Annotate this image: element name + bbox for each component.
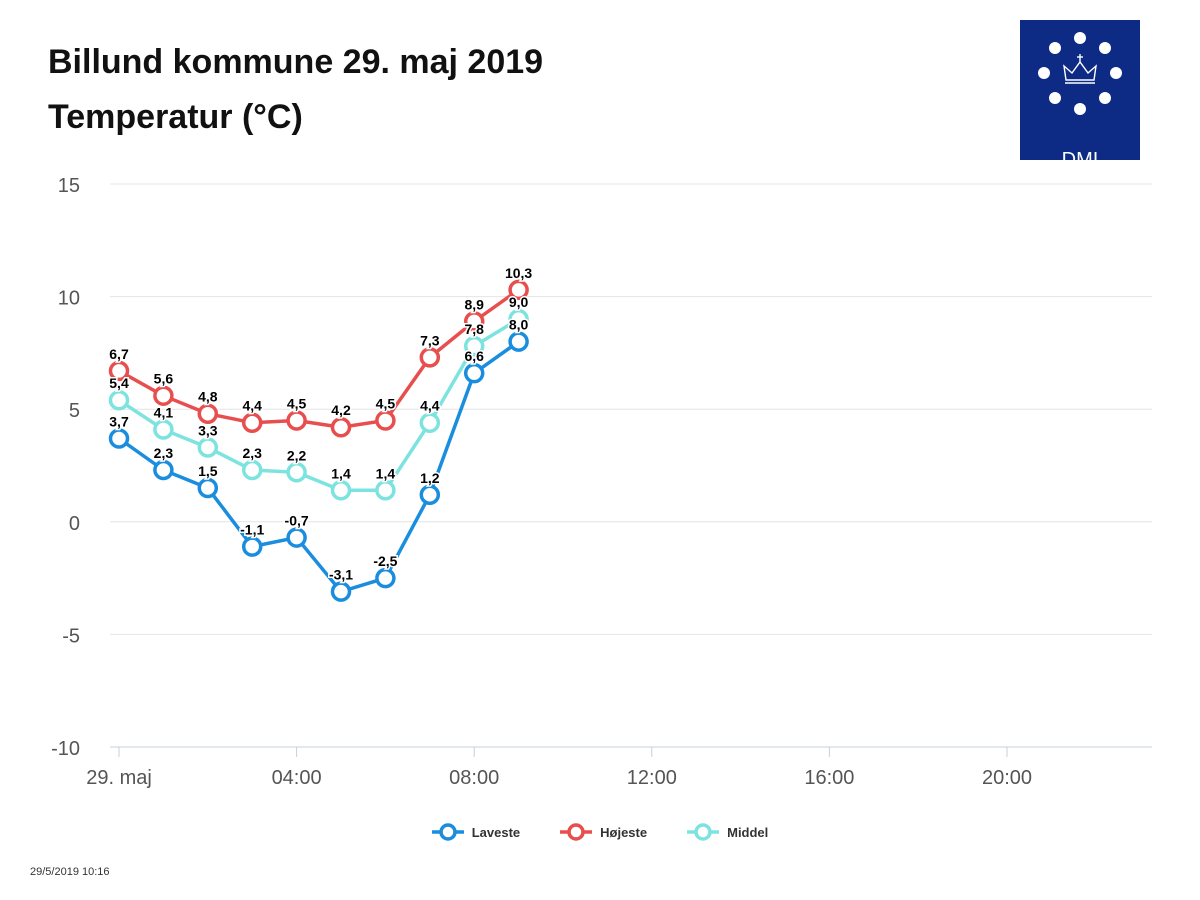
- data-point: [108, 360, 130, 382]
- data-point: [241, 412, 263, 433]
- data-point: [330, 581, 352, 602]
- data-point: [419, 484, 441, 506]
- y-tick-label: 5: [69, 400, 80, 422]
- data-point: [375, 567, 396, 589]
- legend-label: Laveste: [471, 824, 521, 840]
- data-label: 1,2: [420, 470, 440, 486]
- data-point: [153, 419, 174, 440]
- logo-text: DMI: [1061, 149, 1099, 171]
- data-label: 5,6: [154, 371, 174, 387]
- data-point: [330, 480, 352, 501]
- legend-symbol: [560, 823, 593, 841]
- x-tick-label: 12:00: [627, 767, 677, 789]
- line-chart: -10 -5 0 5 10 15 29. maj 04:00 08:00 12:00 16:00 20…: [51, 175, 1152, 789]
- y-tick-label: -5: [62, 625, 80, 647]
- data-point: [153, 385, 174, 406]
- data-label: 4,1: [154, 404, 174, 420]
- data-label: 2,3: [242, 445, 262, 461]
- data-label: 7,3: [420, 332, 440, 348]
- data-label: 8,9: [464, 296, 484, 312]
- data-point: [330, 416, 352, 438]
- data-label: 7,8: [464, 321, 484, 337]
- data-label: 4,8: [198, 389, 218, 405]
- data-point: [419, 347, 441, 368]
- legend-label: Højeste: [600, 824, 648, 840]
- x-tick-label: 16:00: [804, 767, 854, 789]
- data-label: 8,0: [509, 317, 529, 333]
- data-point: [463, 362, 485, 384]
- data-point: [197, 437, 219, 458]
- data-point: [108, 389, 130, 411]
- chart-subtitle: Temperatur (°C): [48, 98, 303, 136]
- data-point: [375, 410, 396, 431]
- series-line-laveste: [117, 340, 520, 594]
- y-tick-label: 10: [58, 288, 80, 310]
- x-tick-label: 04:00: [272, 767, 322, 789]
- data-point: [508, 331, 529, 352]
- data-point: [375, 480, 396, 501]
- data-label: 10,3: [505, 265, 532, 281]
- y-tick-label: 0: [69, 513, 80, 535]
- data-point: [419, 412, 441, 433]
- data-label: 4,5: [376, 395, 396, 411]
- data-point: [108, 428, 130, 449]
- legend-symbol: [687, 823, 720, 841]
- data-label: 4,2: [331, 402, 351, 418]
- data-label: 3,7: [109, 413, 129, 429]
- data-point: [508, 308, 529, 330]
- data-label: -3,1: [329, 567, 353, 583]
- data-label: -2,5: [373, 553, 397, 569]
- legend-label: Middel: [727, 824, 769, 840]
- data-label: 1,5: [198, 463, 218, 479]
- data-label: -1,1: [240, 522, 264, 538]
- data-point: [241, 459, 263, 481]
- timestamp: 29/5/2019 10:16: [30, 866, 110, 878]
- data-point: [286, 410, 307, 431]
- data-label: 5,4: [109, 375, 129, 391]
- data-label: 2,2: [287, 447, 307, 463]
- x-tick-label: 20:00: [982, 767, 1032, 789]
- legend-item-middel[interactable]: Middel: [687, 822, 768, 842]
- y-tick-label: 15: [58, 175, 80, 197]
- data-point: [508, 279, 529, 301]
- data-point: [463, 335, 485, 357]
- data-label: 4,4: [420, 398, 440, 414]
- series-line-middel: [118, 317, 520, 493]
- data-point: [197, 477, 219, 499]
- data-label: 1,4: [376, 465, 396, 481]
- y-tick-label: -10: [51, 738, 80, 760]
- legend-item-laveste[interactable]: Laveste: [431, 822, 521, 842]
- data-label: 3,3: [198, 422, 218, 438]
- data-label: 9,0: [509, 294, 529, 310]
- dmi-logo: DMI: [1020, 20, 1140, 171]
- data-point: [197, 403, 219, 424]
- data-label: 4,5: [287, 395, 307, 411]
- data-point: [153, 459, 174, 481]
- data-point: [286, 462, 307, 483]
- data-point: [241, 536, 263, 557]
- chart-title: Billund kommune 29. maj 2019: [48, 43, 544, 81]
- legend-symbol: [431, 823, 464, 841]
- data-point: [463, 311, 485, 332]
- legend: Laveste Højeste Middel: [0, 822, 1200, 842]
- data-point: [286, 527, 307, 548]
- series-line-højeste: [118, 288, 520, 429]
- data-label: 2,3: [154, 445, 174, 461]
- data-label: -0,7: [285, 513, 309, 529]
- x-tick-label: 08:00: [449, 767, 499, 789]
- data-label: 1,4: [331, 465, 351, 481]
- crown-dots-icon: [1038, 32, 1122, 115]
- legend-item-højeste[interactable]: Højeste: [560, 822, 647, 842]
- x-tick-label: 29. maj: [86, 767, 152, 789]
- data-label: 6,7: [109, 346, 129, 362]
- data-label: 4,4: [242, 398, 262, 414]
- data-label: 6,6: [464, 348, 484, 364]
